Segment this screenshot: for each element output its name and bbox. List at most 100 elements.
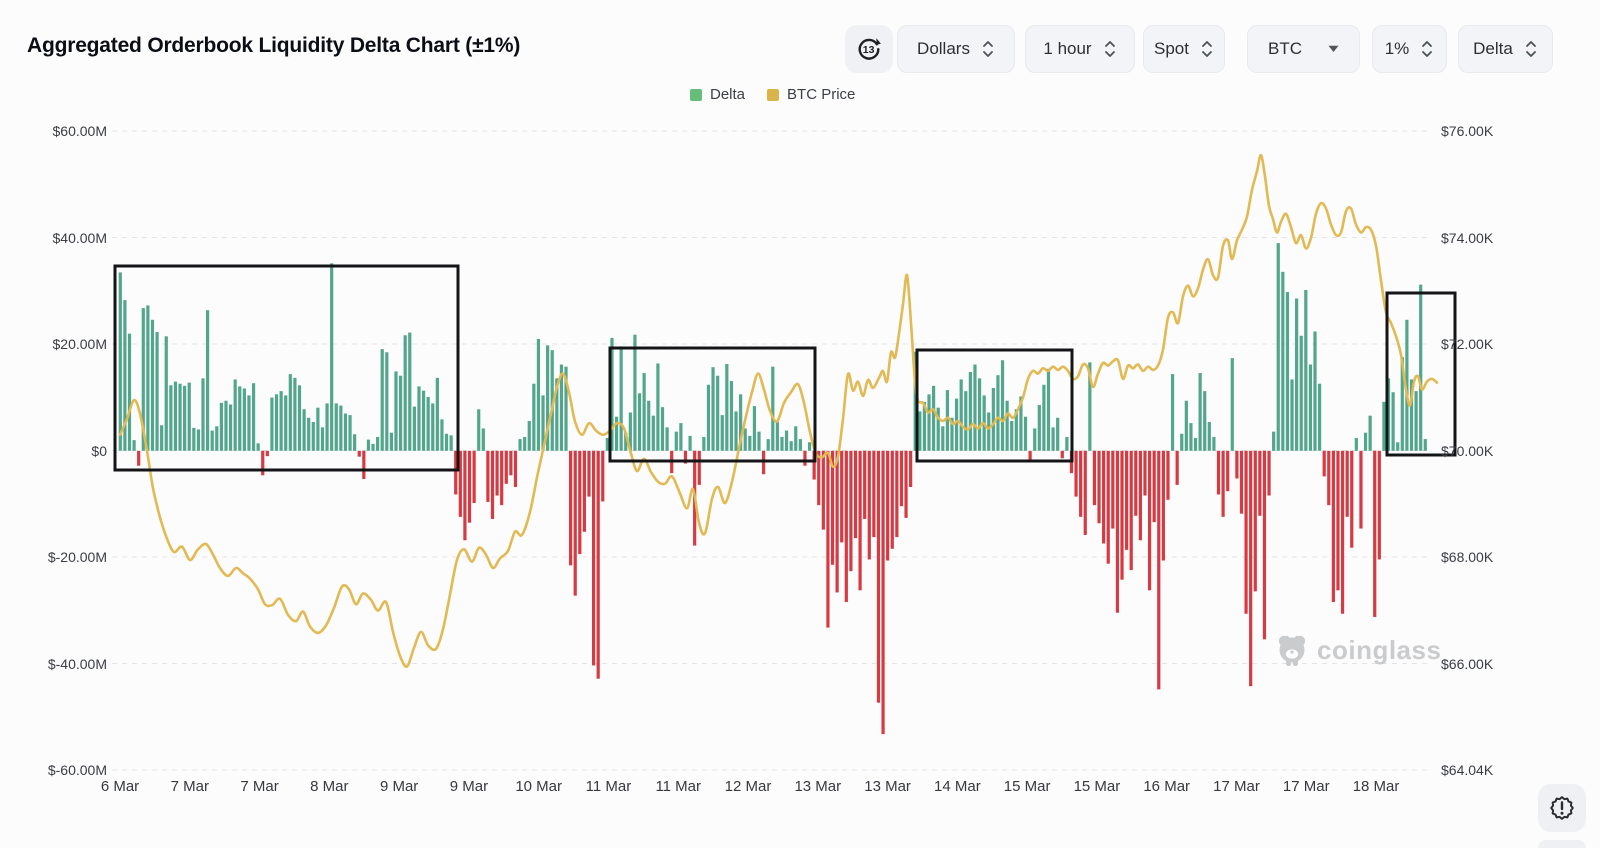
legend-item-delta[interactable]: Delta	[690, 86, 745, 103]
delta-bar	[256, 443, 260, 451]
delta-bar	[743, 428, 747, 451]
delta-bar	[1336, 450, 1340, 591]
dropdown-currency[interactable]: Dollars	[897, 25, 1015, 73]
dropdown-interval[interactable]: 1 hour	[1025, 25, 1135, 73]
svg-text:13: 13	[863, 44, 875, 56]
delta-bar	[913, 351, 917, 451]
delta-bar	[1405, 319, 1409, 451]
delta-bar	[748, 435, 752, 451]
delta-bar	[1331, 450, 1335, 603]
delta-bar	[1377, 450, 1381, 560]
alert-settings-button[interactable]	[1538, 784, 1586, 832]
delta-bar	[1014, 409, 1018, 451]
delta-bar	[789, 441, 793, 451]
delta-bar	[1340, 450, 1345, 614]
delta-bar	[1134, 450, 1138, 516]
delta-bar	[1010, 420, 1014, 451]
delta-bar	[449, 435, 453, 451]
delta-bar	[1400, 357, 1404, 451]
delta-bar	[941, 426, 945, 451]
delta-bar	[279, 391, 283, 451]
delta-bar	[251, 383, 256, 451]
hidden-button-edge[interactable]	[1538, 840, 1586, 848]
x-axis-label: 7 Mar	[170, 778, 209, 795]
delta-bar	[123, 300, 127, 451]
delta-bar	[1102, 450, 1106, 544]
x-axis-label: 9 Mar	[449, 778, 489, 795]
chevron-down-icon	[1328, 45, 1339, 52]
delta-bar	[1033, 428, 1037, 451]
y-axis-right-label: $70.00K	[1441, 442, 1494, 459]
x-axis-label: 14 Mar	[934, 778, 981, 795]
delta-bar	[1290, 379, 1294, 451]
delta-bar	[196, 429, 201, 451]
legend-item-btc-price[interactable]: BTC Price	[767, 86, 855, 103]
y-axis-right-label: $72.00K	[1441, 336, 1494, 352]
delta-bar	[688, 435, 692, 451]
delta-bar	[876, 450, 881, 703]
dropdown-metric-label: Delta	[1473, 39, 1513, 58]
delta-bar	[890, 450, 894, 549]
delta-bar	[233, 379, 237, 451]
delta-bar	[1143, 450, 1147, 496]
delta-bar	[357, 450, 361, 457]
dropdown-metric[interactable]: Delta	[1458, 25, 1553, 73]
delta-bar	[1285, 292, 1290, 451]
delta-bar	[628, 412, 632, 451]
delta-bar	[729, 381, 734, 451]
delta-bar	[798, 439, 802, 451]
delta-bar	[403, 335, 407, 451]
delta-bar	[927, 394, 931, 451]
delta-bar	[274, 394, 279, 451]
dropdown-symbol[interactable]: BTC	[1247, 25, 1360, 73]
stepper-icon	[1422, 41, 1433, 57]
chart-legend: Delta BTC Price	[690, 86, 855, 103]
dropdown-market-type[interactable]: Spot	[1143, 25, 1225, 73]
delta-bar	[1207, 422, 1211, 451]
y-axis-left-label: $-60.00M	[47, 762, 107, 778]
x-axis-label: 9 Mar	[379, 778, 419, 795]
delta-bar	[242, 388, 246, 451]
delta-bar	[987, 412, 991, 451]
x-axis-label: 15 Mar	[1003, 778, 1051, 795]
delta-bar	[803, 450, 807, 466]
refresh-button[interactable]: 13	[845, 25, 893, 73]
delta-bar	[619, 346, 623, 451]
annotation-box	[1385, 291, 1457, 457]
dropdown-depth[interactable]: 1%	[1372, 25, 1447, 73]
delta-bar	[863, 450, 867, 519]
delta-bar	[651, 415, 655, 451]
delta-bar	[582, 450, 586, 532]
delta-bar	[398, 375, 403, 451]
delta-bar	[922, 401, 927, 451]
delta-bar	[968, 371, 972, 451]
delta-bar	[509, 450, 513, 476]
stepper-icon	[1525, 41, 1536, 57]
delta-bar	[1088, 362, 1092, 451]
delta-bar	[307, 417, 311, 451]
delta-bar	[169, 385, 173, 451]
delta-bar	[706, 384, 711, 451]
delta-bar	[697, 450, 701, 485]
delta-bar	[601, 450, 605, 502]
delta-bar	[1295, 298, 1299, 451]
delta-bar	[633, 334, 637, 451]
delta-bar	[1175, 450, 1179, 485]
delta-bar	[546, 345, 550, 451]
delta-bar	[137, 450, 141, 466]
y-axis-left-label: $-20.00M	[47, 549, 107, 565]
delta-bar	[1042, 384, 1046, 451]
delta-bar	[1354, 438, 1358, 451]
delta-bar	[858, 450, 862, 591]
delta-bar	[679, 423, 683, 451]
delta-bar	[794, 426, 798, 451]
delta-bar	[444, 433, 449, 451]
delta-bar	[178, 383, 182, 451]
delta-bar	[605, 438, 609, 451]
delta-bar	[1350, 450, 1354, 548]
delta-bar	[380, 349, 384, 451]
delta-bar	[343, 413, 348, 451]
delta-bar	[886, 450, 890, 561]
delta-bar	[353, 434, 357, 451]
